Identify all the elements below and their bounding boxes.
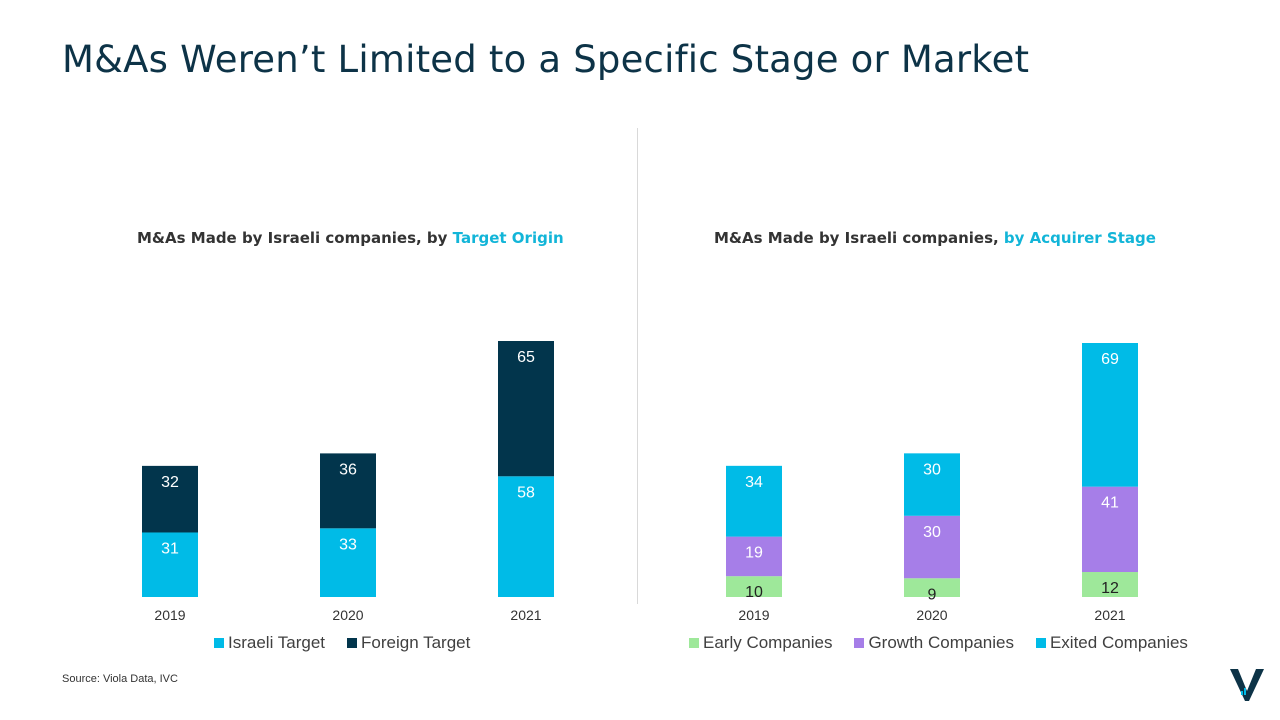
data-label: 58	[517, 484, 535, 501]
chart-title-highlight: Target Origin	[452, 229, 564, 247]
page-title: M&As Weren’t Limited to a Specific Stage…	[62, 38, 1030, 81]
legend-swatch	[854, 638, 865, 648]
legend-item: Growth Companies	[854, 633, 1014, 653]
legend-item: Exited Companies	[1035, 633, 1188, 653]
chart-title-prefix: M&As Made by Israeli companies,	[714, 229, 1004, 247]
legend-label: Exited Companies	[1049, 633, 1188, 652]
data-label: 36	[339, 461, 357, 478]
legend-item: Early Companies	[689, 633, 832, 653]
legend-swatch	[347, 638, 358, 648]
bar-growth-companies-2020	[904, 515, 960, 579]
x-tick-label: 2019	[738, 607, 769, 623]
x-tick-label: 2021	[1094, 607, 1125, 623]
x-tick-label: 2020	[332, 607, 363, 623]
data-label: 34	[745, 474, 763, 491]
bar-foreign-target-2021	[498, 341, 554, 477]
legend-label: Early Companies	[703, 633, 833, 652]
x-tick-label: 2019	[154, 607, 185, 623]
bar-israeli-target-2019	[142, 532, 198, 597]
legend-label: Foreign Target	[361, 633, 471, 652]
data-label: 9	[928, 586, 937, 603]
bar-israeli-target-2020	[320, 528, 376, 597]
bar-growth-companies-2019	[726, 536, 782, 577]
legend-swatch	[689, 638, 699, 648]
bar-israeli-target-2021	[498, 476, 554, 597]
legend-label: Israeli Target	[228, 633, 326, 652]
x-tick-label: 2020	[916, 607, 947, 623]
legend-item: Israeli Target	[214, 633, 325, 653]
chart-title-acquirer-stage: M&As Made by Israeli companies, by Acqui…	[714, 229, 1156, 247]
legend-acquirer-stage: Early Companies Growth Companies Exited Co…	[689, 633, 1188, 653]
data-label: 33	[339, 536, 357, 553]
chart-title-prefix: M&As Made by Israeli companies, by	[137, 229, 453, 247]
data-label: 69	[1101, 351, 1119, 368]
bar-early-companies-2020	[904, 578, 960, 597]
data-label: 32	[161, 474, 179, 491]
legend-swatch	[1035, 638, 1046, 648]
legend-target-origin: Israeli Target Foreign Target	[214, 633, 470, 653]
data-label: 65	[517, 349, 535, 366]
x-tick-label: 2021	[510, 607, 541, 623]
bar-exited-companies-2019	[726, 465, 782, 537]
data-label: 31	[161, 540, 179, 557]
data-label: 30	[923, 524, 941, 541]
bar-foreign-target-2020	[320, 453, 376, 529]
chart-title-highlight: by Acquirer Stage	[1003, 229, 1156, 247]
data-label: 41	[1101, 495, 1119, 512]
bar-early-companies-2021	[1082, 572, 1138, 597]
data-label: 12	[1101, 580, 1119, 597]
bar-exited-companies-2020	[904, 453, 960, 516]
data-label: 19	[745, 545, 763, 562]
data-label: 30	[923, 461, 941, 478]
bar-foreign-target-2019	[142, 465, 198, 533]
source-note: Source: Viola Data, IVC	[62, 673, 178, 685]
legend-swatch	[214, 638, 224, 648]
legend-label: Growth Companies	[868, 633, 1014, 652]
legend-item: Foreign Target	[347, 633, 470, 653]
chart-title-target-origin: M&As Made by Israeli companies, by Targe…	[137, 229, 564, 247]
chart-divider	[637, 128, 638, 604]
bar-growth-companies-2021	[1082, 486, 1138, 573]
bar-early-companies-2019	[726, 576, 782, 597]
bar-exited-companies-2021	[1082, 343, 1138, 487]
data-label: 10	[745, 584, 763, 601]
viola-logo-icon	[1230, 669, 1264, 701]
